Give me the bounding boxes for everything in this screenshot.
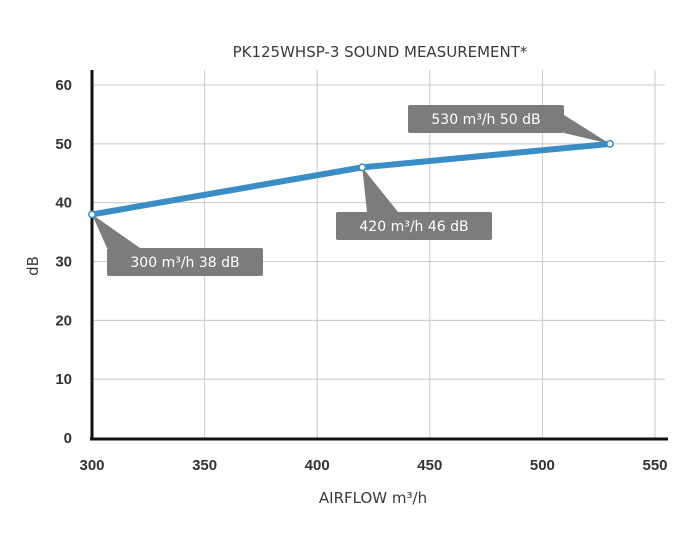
annotation-box <box>107 248 263 276</box>
annotation-box <box>408 105 564 133</box>
x-tick-label: 300 <box>79 457 104 474</box>
x-tick-label: 350 <box>192 457 217 474</box>
x-tick-label: 500 <box>530 457 555 474</box>
x-tick-label: 450 <box>417 457 442 474</box>
x-axis-label: AIRFLOW m³/h <box>319 489 427 507</box>
y-tick-label: 60 <box>55 77 72 94</box>
y-tick-label: 10 <box>55 371 72 388</box>
y-axis-label: dB <box>24 256 42 276</box>
annotation-pointer <box>92 214 140 248</box>
data-point <box>358 163 367 172</box>
tick-labels: 0 10 20 30 40 50 60 300 350 400 450 500 550 <box>55 77 667 474</box>
annotations: 300 m³/h 38 dB 420 m³/h 46 dB 530 m³/h 50 … <box>92 105 610 276</box>
y-tick-label: 40 <box>55 195 72 212</box>
annotation-pointer <box>564 115 610 144</box>
y-tick-label: 30 <box>55 254 72 271</box>
series-line <box>91 140 611 218</box>
data-point <box>606 139 614 148</box>
annotation-pointer <box>362 167 398 212</box>
chart-title: PK125WHSP-3 SOUND MEASUREMENT* <box>233 43 528 61</box>
annotation-box <box>336 212 492 240</box>
y-tick-label: 50 <box>55 136 72 153</box>
y-tick-label: 0 <box>64 430 72 447</box>
data-point <box>88 210 96 219</box>
series <box>88 139 614 219</box>
annotation-label: 420 m³/h 46 dB <box>359 219 468 235</box>
annotation-label: 530 m³/h 50 dB <box>431 112 540 128</box>
x-tick-label: 400 <box>305 457 330 474</box>
y-tick-label: 20 <box>55 312 72 329</box>
x-tick-label: 550 <box>642 457 667 474</box>
annotation-label: 300 m³/h 38 dB <box>130 255 239 271</box>
